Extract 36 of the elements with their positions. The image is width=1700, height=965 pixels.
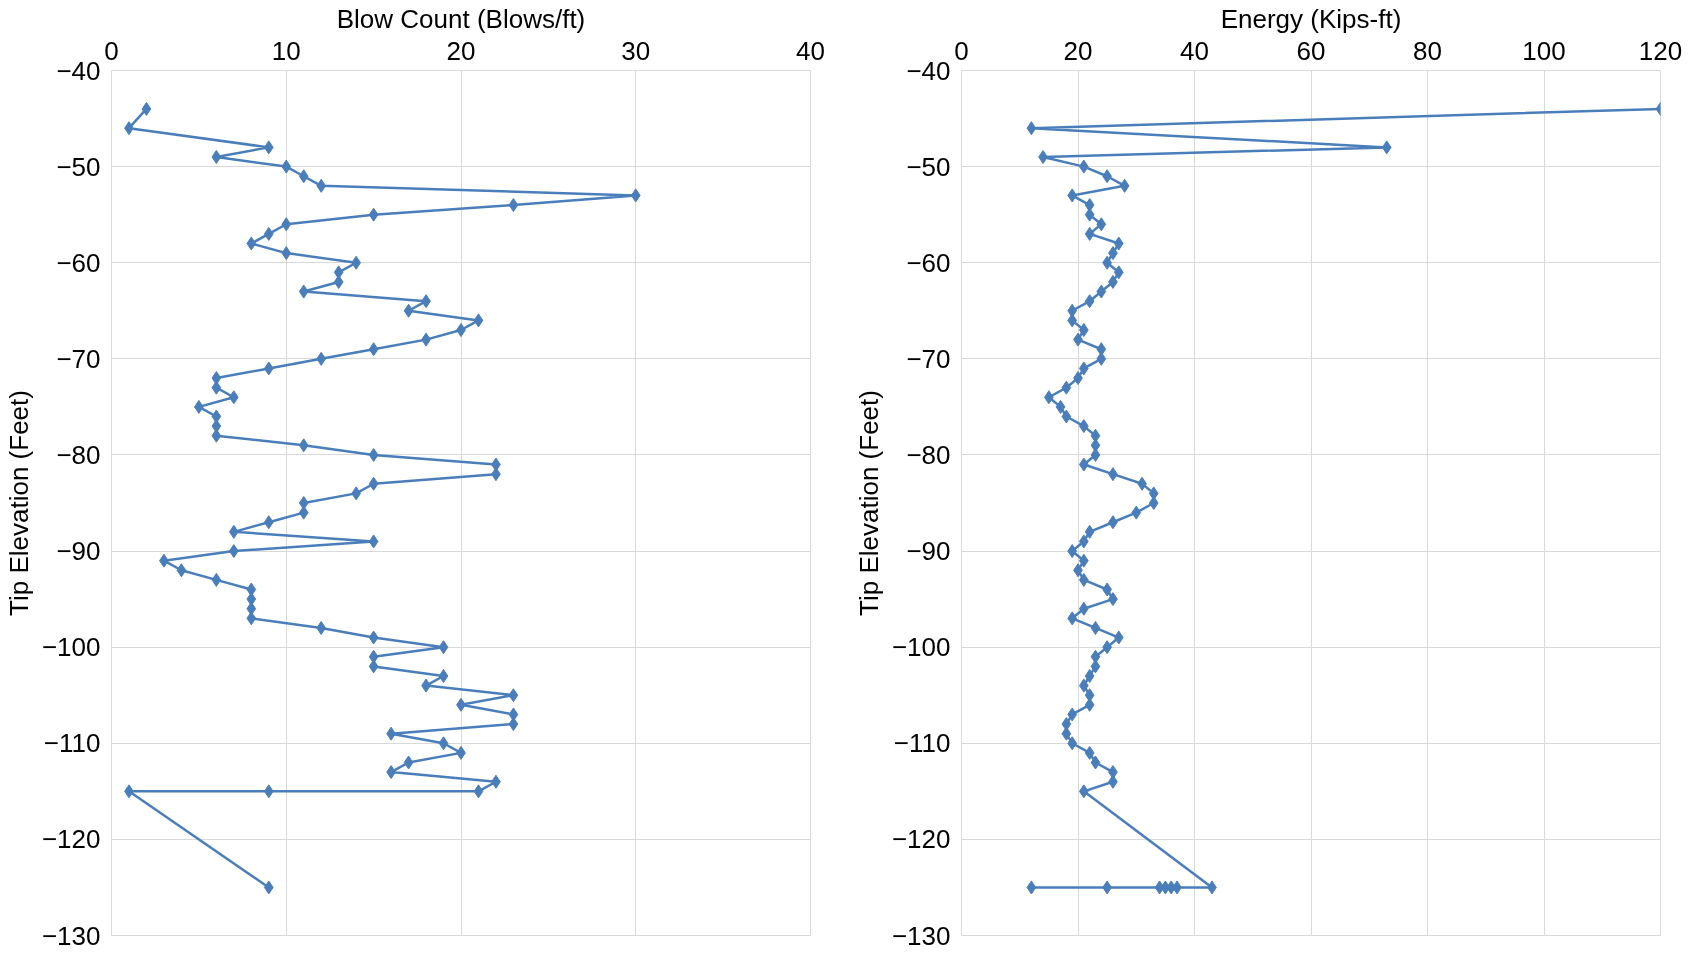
y-tick-label: −100	[891, 632, 951, 663]
y-axis-title: Tip Elevation (Feet)	[3, 390, 34, 616]
y-tick-label: −80	[906, 439, 951, 470]
x-tick-label: 10	[271, 35, 301, 66]
x-tick-label: 20	[1063, 35, 1093, 66]
x-axis-title: Blow Count (Blows/ft)	[336, 3, 586, 34]
y-tick-label: −90	[906, 536, 951, 567]
x-tick-label: 120	[1638, 35, 1683, 66]
y-tick-label: −110	[43, 728, 101, 759]
y-tick-label: −70	[56, 343, 101, 374]
x-axis-title: Energy (Kips-ft)	[1220, 3, 1402, 34]
y-axis-title: Tip Elevation (Feet)	[853, 390, 884, 616]
y-tick-label: −120	[891, 824, 951, 855]
y-tick-label: −80	[56, 439, 101, 470]
y-tick-label: −110	[893, 728, 951, 759]
y-tick-label: −40	[56, 55, 101, 86]
y-tick-label: −40	[906, 55, 951, 86]
y-tick-label: −120	[41, 824, 101, 855]
y-tick-label: −100	[41, 632, 101, 663]
y-tick-label: −50	[906, 151, 951, 182]
y-tick-label: −90	[56, 536, 101, 567]
y-tick-label: −60	[56, 247, 101, 278]
y-tick-label: −50	[56, 151, 101, 182]
y-tick-label: −60	[906, 247, 951, 278]
x-tick-label: 0	[954, 35, 969, 66]
x-tick-label: 0	[104, 35, 119, 66]
y-tick-label: −70	[906, 343, 951, 374]
y-tick-label: −130	[41, 920, 101, 951]
x-tick-label: 80	[1413, 35, 1442, 66]
x-tick-label: 30	[621, 35, 651, 66]
x-tick-label: 60	[1296, 35, 1326, 66]
x-tick-label: 40	[1180, 35, 1209, 66]
x-tick-label: 20	[446, 35, 476, 66]
x-tick-label: 100	[1522, 35, 1566, 66]
x-tick-label: 40	[796, 35, 825, 66]
y-tick-label: −130	[891, 920, 951, 951]
